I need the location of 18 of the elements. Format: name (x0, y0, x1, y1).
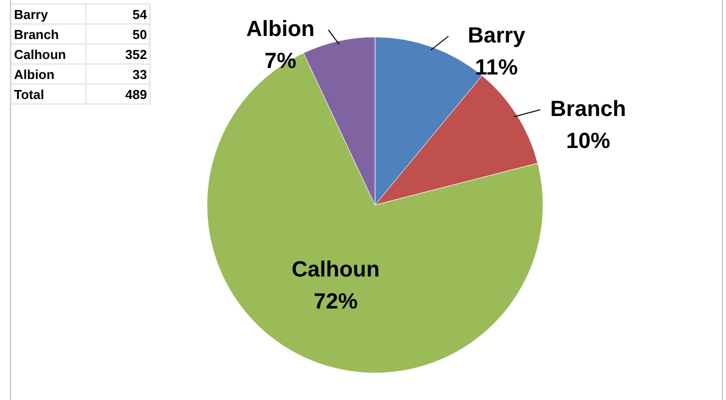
data-label: 72% (314, 288, 358, 314)
category-label: Albion (14, 67, 54, 82)
slice-label: Barry (468, 22, 526, 48)
text: 489 (125, 87, 147, 102)
text: 352 (125, 47, 147, 62)
category-label: Calhoun (14, 47, 66, 62)
text: 50 (132, 27, 147, 42)
category-label: Branch (14, 27, 59, 42)
data-label: 10% (566, 128, 610, 153)
data-label: 7% (264, 48, 296, 73)
slice-label: Branch (550, 96, 626, 121)
text: 33 (132, 67, 147, 82)
slice-label: Albion (246, 16, 315, 41)
data-label: 11% (475, 54, 518, 80)
category-label: Barry (14, 7, 48, 22)
slice-label: Calhoun (292, 256, 380, 282)
text: Total (14, 87, 44, 102)
text: 54 (132, 7, 148, 22)
